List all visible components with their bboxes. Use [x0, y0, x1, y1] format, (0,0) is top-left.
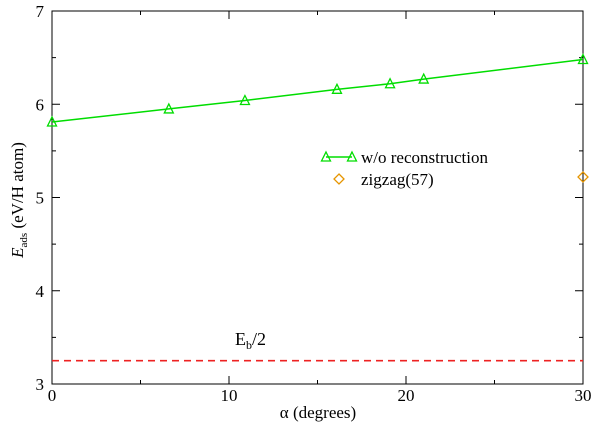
data-point-triangle [239, 94, 251, 106]
y-axis-title-unit: (eV/H atom) [8, 142, 27, 233]
data-point-diamond [577, 171, 589, 183]
series-layer [46, 53, 589, 362]
data-point-triangle [384, 77, 396, 89]
plot-frame [51, 10, 584, 385]
legend-label-w-o-reconstruction: w/o reconstruction [361, 148, 488, 167]
data-point-triangle [577, 53, 589, 65]
x-tick-label: 10 [221, 386, 238, 405]
y-tick-label: 7 [36, 2, 45, 21]
y-axis-title-sub: ads [18, 233, 30, 248]
svg-text:Eads (eV/H atom): Eads (eV/H atom) [8, 142, 30, 259]
data-point-triangle [163, 102, 175, 114]
data-point-triangle [331, 82, 343, 94]
eb-annotation-rest: /2 [252, 329, 266, 349]
x-tick-label: 0 [48, 386, 57, 405]
y-axis-title-main: E [8, 247, 27, 259]
series-line-w-o-reconstruction [51, 58, 584, 123]
legend: w/o reconstruction zigzag(57) [320, 148, 488, 189]
y-tick-label: 6 [36, 95, 45, 114]
x-tick-label: 30 [575, 386, 592, 405]
axis-ticks: 0 10 20 30 3 4 5 6 7 [36, 2, 592, 405]
eb-annotation-sub: b [246, 338, 252, 352]
legend-marker-triangle [320, 150, 332, 162]
eb-annotation-main: E [235, 329, 246, 349]
data-point-triangle [46, 115, 58, 127]
y-tick-label: 4 [36, 282, 45, 301]
legend-label-zigzag57: zigzag(57) [361, 170, 434, 189]
x-axis-title: α (degrees) [280, 403, 356, 422]
y-tick-label: 5 [36, 189, 45, 208]
y-axis-title: Eads (eV/H atom) [8, 142, 30, 259]
eb-half-annotation: Eb/2 [235, 329, 266, 352]
data-point-triangle [418, 72, 430, 84]
legend-marker-triangle [346, 150, 358, 162]
y-tick-label: 3 [36, 375, 45, 394]
x-tick-label: 20 [398, 386, 415, 405]
legend-marker-diamond [333, 173, 345, 185]
